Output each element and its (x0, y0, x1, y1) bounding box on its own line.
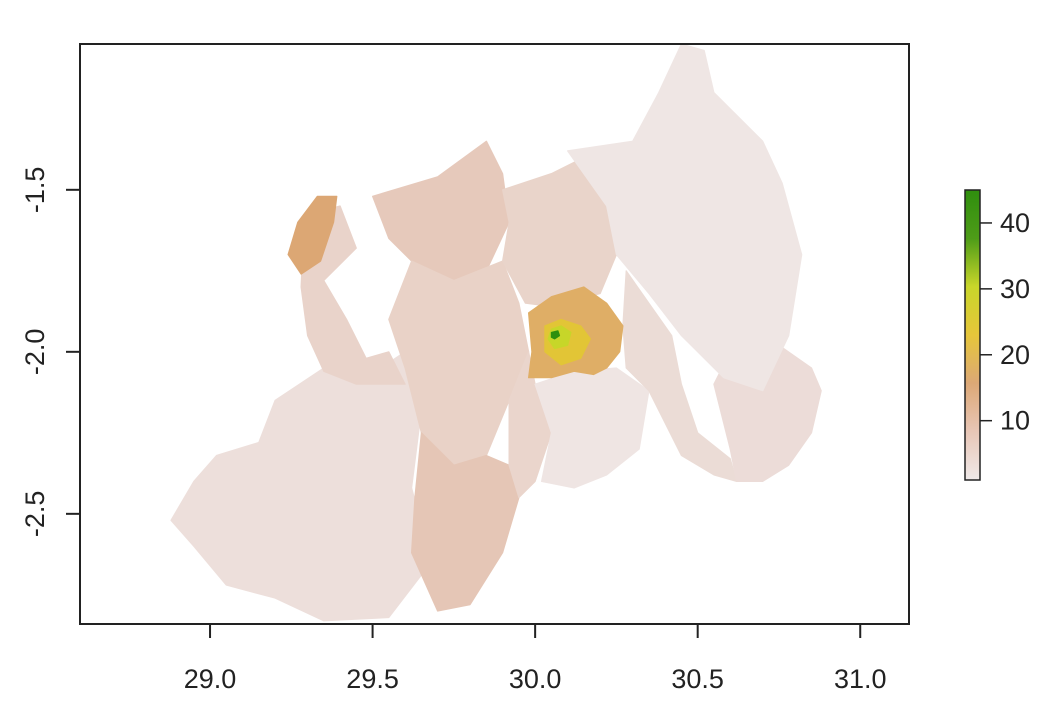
map-region-16 (550, 330, 561, 340)
x-axis: 29.0 29.5 30.0 30.5 31.0 (184, 624, 887, 694)
x-tick-label: 30.0 (509, 664, 562, 694)
x-tick-label: 30.5 (671, 664, 724, 694)
map-region-12 (287, 195, 338, 275)
y-axis: -1.5 -2.0 -2.5 (20, 167, 80, 538)
map-region-4 (388, 260, 530, 466)
y-tick-label: -2.5 (20, 491, 50, 538)
x-tick-label: 29.0 (184, 664, 237, 694)
legend-tick-label: 30 (1000, 274, 1030, 304)
map-region-7 (508, 351, 553, 499)
map-region-8 (534, 367, 650, 489)
map-region-2 (300, 205, 406, 385)
legend-tick-label: 10 (1000, 406, 1030, 436)
y-tick-label: -1.5 (20, 167, 50, 214)
map-region-1 (170, 351, 432, 622)
plot-frame (79, 43, 910, 625)
legend-color-bar (964, 189, 981, 481)
y-tick-label: -2.0 (20, 329, 50, 376)
map-regions (170, 44, 822, 622)
map-region-11 (566, 44, 803, 392)
map-region-5 (411, 432, 520, 612)
map-region-3 (372, 140, 510, 282)
map-region-6 (502, 156, 618, 308)
legend-tick-label: 20 (1000, 340, 1030, 370)
legend-tick-label: 40 (1000, 208, 1030, 238)
x-tick-label: 31.0 (834, 664, 887, 694)
color-legend: 10 20 30 40 (964, 189, 1030, 481)
x-tick-label: 29.5 (346, 664, 399, 694)
